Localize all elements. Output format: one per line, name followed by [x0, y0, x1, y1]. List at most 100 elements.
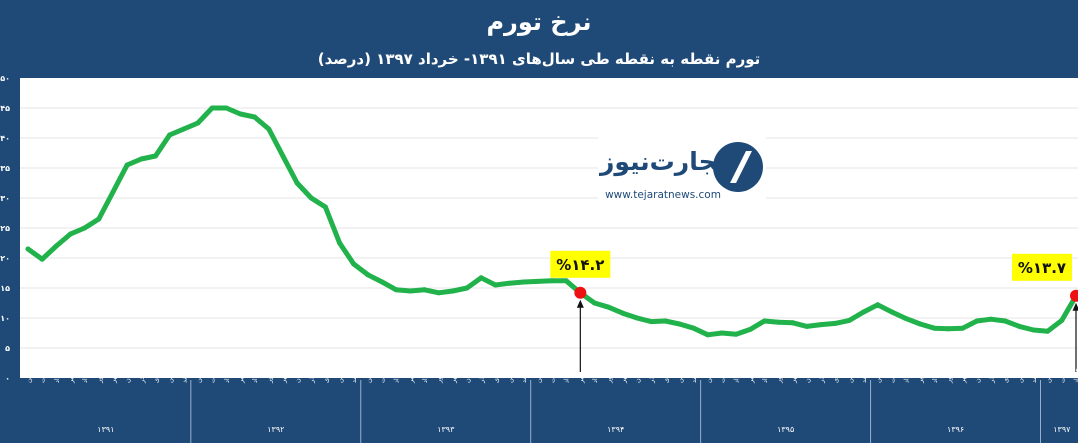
data-point — [988, 316, 994, 322]
data-point — [974, 318, 980, 324]
x-tick-label: مهر — [619, 373, 627, 384]
x-tick-label: بهمن — [846, 369, 854, 383]
data-point — [931, 325, 937, 331]
data-point — [747, 326, 753, 332]
x-tick-label: خرداد — [53, 368, 61, 383]
x-tick-label: مهر — [959, 373, 967, 384]
x-tick-label: فروردین — [704, 360, 712, 383]
x-tick-label: اردیبهشت — [1058, 356, 1066, 383]
data-point — [634, 315, 640, 321]
x-tick-label: تیر — [917, 375, 925, 384]
x-tick-label: دی — [492, 375, 500, 383]
data-point — [153, 153, 158, 159]
x-tick-label: مهر — [110, 373, 118, 384]
x-tick-label: بهمن — [336, 369, 344, 383]
data-point — [691, 325, 697, 331]
data-point — [1045, 328, 1051, 334]
x-tick-label: اسفند — [520, 367, 528, 383]
data-point — [832, 320, 838, 326]
x-tick-label: مرداد — [761, 368, 769, 383]
x-tick-label: فروردین — [1044, 360, 1052, 383]
data-point — [39, 256, 45, 262]
data-point — [790, 320, 796, 326]
x-tick-label: شهریور — [775, 363, 783, 384]
annotation-marker — [574, 286, 587, 299]
data-point — [379, 279, 385, 285]
data-point — [804, 323, 810, 329]
data-point — [280, 153, 286, 159]
x-tick-label: فروردین — [874, 360, 882, 383]
data-point — [252, 114, 258, 120]
tejaratnews-logo: تجارت‌نیوز www.tejaratnews.com — [598, 128, 766, 210]
x-tick-label: تیر — [577, 375, 585, 384]
data-point — [464, 285, 470, 291]
data-point — [761, 318, 767, 324]
x-tick-label: دی — [832, 375, 840, 383]
x-tick-label: اردیبهشت — [209, 356, 217, 383]
x-tick-label: خرداد — [1073, 368, 1078, 383]
logo-name: تجارت‌نیوز — [598, 147, 726, 177]
x-tick-label: آبان — [293, 371, 302, 383]
data-point — [620, 310, 626, 316]
annotation-arrow-head-icon — [1072, 302, 1078, 311]
y-tick-label: ۳۰ — [0, 194, 10, 203]
x-tick-label: اردیبهشت — [39, 356, 47, 383]
x-tick-label: اسفند — [180, 367, 188, 383]
data-point — [351, 261, 357, 267]
x-tick-label: بهمن — [506, 369, 514, 383]
x-axis: فروردین اردیبهشت خرداد تیر مرداد شهریور مهر آبا… — [25, 356, 1078, 443]
x-tick-label: آبان — [633, 371, 642, 383]
data-point — [223, 105, 229, 111]
x-tick-label: خرداد — [223, 368, 231, 383]
data-point — [209, 105, 215, 111]
data-point — [68, 231, 73, 237]
x-tick-label: آذر — [987, 374, 996, 384]
x-tick-label: اردیبهشت — [888, 356, 896, 383]
x-tick-label: آبان — [463, 371, 472, 383]
y-tick-label: ۵ — [5, 344, 10, 353]
y-tick-label: ۲۰ — [0, 254, 10, 263]
x-tick-label: اردیبهشت — [379, 356, 387, 383]
logo-emblem-stroke-icon — [730, 151, 752, 183]
data-point — [195, 120, 201, 126]
annotation-callout-box — [1012, 253, 1072, 281]
x-tick-label: آذر — [477, 374, 486, 384]
year-label: ۱۳۹۶ — [947, 425, 964, 434]
x-tick-label: آذر — [647, 374, 656, 384]
x-tick-label: آبان — [123, 371, 132, 383]
data-point — [946, 326, 951, 332]
data-point — [733, 331, 739, 337]
y-tick-label: ۴۵ — [0, 104, 10, 113]
data-point — [294, 180, 300, 186]
x-tick-label: تیر — [67, 375, 75, 384]
x-tick-label: مرداد — [251, 368, 259, 383]
x-tick-label: اردیبهشت — [549, 356, 557, 383]
data-point — [818, 322, 824, 328]
data-point — [110, 189, 116, 195]
x-tick-label: اسفند — [1030, 367, 1038, 383]
x-tick-label: خرداد — [903, 368, 911, 383]
x-tick-label: مرداد — [81, 368, 89, 383]
x-tick-label: شهریور — [265, 363, 273, 384]
data-point — [167, 132, 173, 138]
annotations-layer: %۱۴.۲ %۱۳.۷ — [550, 250, 1078, 372]
data-point — [436, 290, 442, 296]
data-point — [875, 302, 881, 308]
gridlines — [20, 107, 1078, 349]
data-point — [25, 246, 31, 252]
data-point — [507, 280, 512, 286]
data-point — [648, 319, 654, 325]
data-point — [1059, 317, 1065, 323]
y-tick-label: ۱۵ — [0, 284, 10, 293]
data-point — [960, 325, 966, 331]
x-tick-label: اسفند — [860, 367, 868, 383]
data-point — [677, 321, 682, 327]
x-tick-label: دی — [322, 375, 330, 383]
annotation-marker — [1070, 289, 1078, 302]
data-point — [662, 318, 668, 324]
data-point — [365, 272, 371, 278]
y-tick-label: ۳۵ — [0, 164, 10, 173]
data-point — [1031, 327, 1036, 333]
x-tick-label: مرداد — [931, 368, 939, 383]
chart-title: نرخ تورم — [486, 8, 592, 36]
